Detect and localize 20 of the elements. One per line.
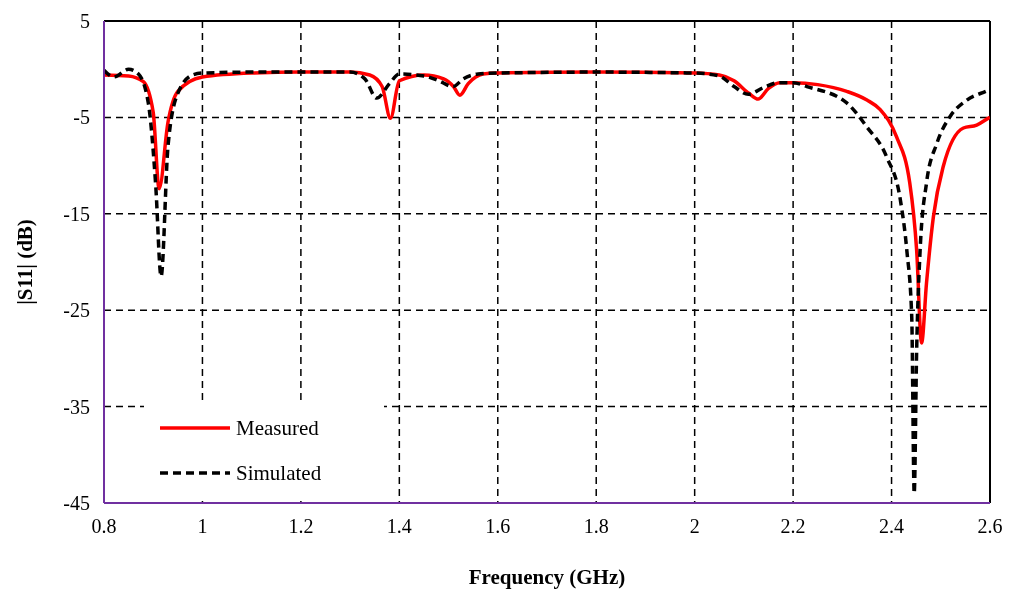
x-tick-label: 0.8 — [91, 515, 117, 537]
x-tick-label: 1.8 — [583, 515, 609, 537]
legend-label: Measured — [236, 416, 320, 440]
x-tick-label: 1.2 — [288, 515, 314, 537]
x-tick-label: 1 — [197, 515, 208, 537]
x-axis-title: Frequency (GHz) — [468, 565, 626, 589]
y-axis-title: |S11| (dB) — [13, 219, 37, 305]
x-tick-label: 2.6 — [977, 515, 1003, 537]
x-tick-label: 1.4 — [386, 515, 412, 537]
legend-label: Simulated — [236, 461, 322, 485]
x-tick-label: 1.6 — [485, 515, 511, 537]
y-tick-label: 5 — [80, 10, 90, 32]
y-tick-label: -35 — [63, 395, 90, 418]
x-tick-label: 2.2 — [780, 515, 806, 537]
x-tick-label: 2 — [689, 515, 700, 537]
y-tick-label: -25 — [63, 299, 90, 322]
x-tick-label: 2.4 — [879, 515, 905, 537]
y-tick-label: -15 — [63, 202, 90, 225]
y-tick-label: -5 — [73, 106, 90, 129]
y-tick-label: -45 — [63, 492, 90, 514]
